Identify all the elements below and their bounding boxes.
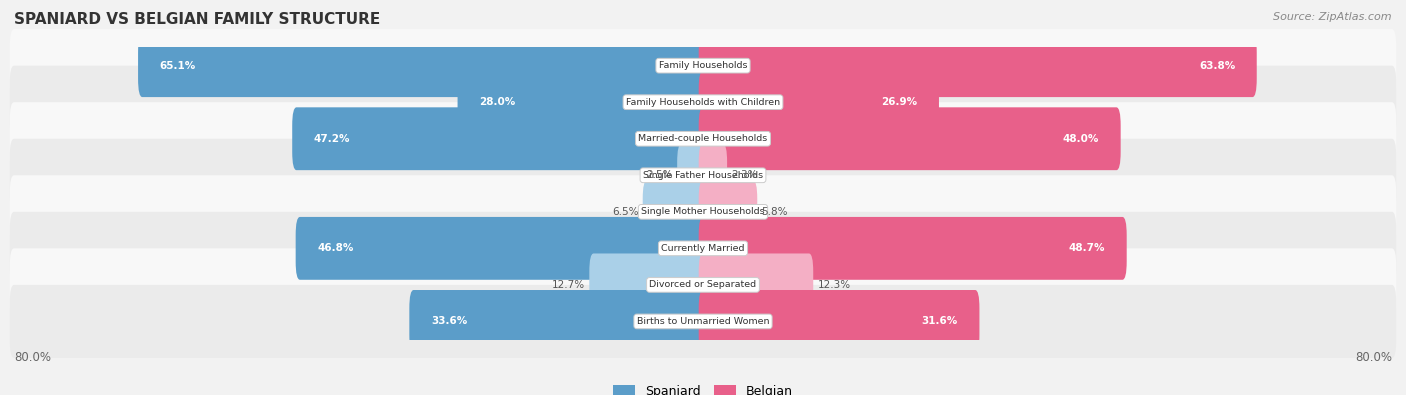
FancyBboxPatch shape: [699, 254, 813, 316]
FancyBboxPatch shape: [10, 66, 1396, 139]
Text: 65.1%: 65.1%: [160, 61, 195, 71]
Legend: Spaniard, Belgian: Spaniard, Belgian: [613, 384, 793, 395]
Text: Family Households: Family Households: [659, 61, 747, 70]
Text: 6.5%: 6.5%: [612, 207, 638, 217]
Text: Single Mother Households: Single Mother Households: [641, 207, 765, 216]
Text: 63.8%: 63.8%: [1199, 61, 1236, 71]
Text: 48.0%: 48.0%: [1063, 134, 1099, 144]
Text: 12.7%: 12.7%: [553, 280, 585, 290]
Text: Married-couple Households: Married-couple Households: [638, 134, 768, 143]
FancyBboxPatch shape: [699, 34, 1257, 97]
FancyBboxPatch shape: [699, 107, 1121, 170]
FancyBboxPatch shape: [699, 217, 1126, 280]
Text: Births to Unmarried Women: Births to Unmarried Women: [637, 317, 769, 326]
FancyBboxPatch shape: [699, 71, 939, 134]
FancyBboxPatch shape: [10, 285, 1396, 358]
FancyBboxPatch shape: [643, 181, 707, 243]
Text: Single Father Households: Single Father Households: [643, 171, 763, 180]
Text: 48.7%: 48.7%: [1069, 243, 1105, 253]
Text: Currently Married: Currently Married: [661, 244, 745, 253]
FancyBboxPatch shape: [10, 212, 1396, 285]
FancyBboxPatch shape: [678, 144, 707, 207]
Text: 31.6%: 31.6%: [922, 316, 957, 326]
FancyBboxPatch shape: [457, 71, 707, 134]
Text: Source: ZipAtlas.com: Source: ZipAtlas.com: [1274, 12, 1392, 22]
FancyBboxPatch shape: [292, 107, 707, 170]
Text: 46.8%: 46.8%: [318, 243, 353, 253]
FancyBboxPatch shape: [10, 248, 1396, 322]
Text: 80.0%: 80.0%: [14, 351, 51, 364]
Text: 47.2%: 47.2%: [314, 134, 350, 144]
Text: 12.3%: 12.3%: [817, 280, 851, 290]
Text: Divorced or Separated: Divorced or Separated: [650, 280, 756, 290]
FancyBboxPatch shape: [589, 254, 707, 316]
Text: Family Households with Children: Family Households with Children: [626, 98, 780, 107]
FancyBboxPatch shape: [10, 175, 1396, 248]
FancyBboxPatch shape: [699, 290, 980, 353]
Text: 2.5%: 2.5%: [647, 170, 673, 180]
Text: 80.0%: 80.0%: [1355, 351, 1392, 364]
FancyBboxPatch shape: [10, 102, 1396, 175]
FancyBboxPatch shape: [10, 29, 1396, 102]
FancyBboxPatch shape: [409, 290, 707, 353]
FancyBboxPatch shape: [699, 144, 727, 207]
Text: SPANIARD VS BELGIAN FAMILY STRUCTURE: SPANIARD VS BELGIAN FAMILY STRUCTURE: [14, 12, 380, 27]
FancyBboxPatch shape: [699, 181, 758, 243]
FancyBboxPatch shape: [10, 139, 1396, 212]
Text: 28.0%: 28.0%: [479, 97, 516, 107]
Text: 2.3%: 2.3%: [731, 170, 758, 180]
Text: 5.8%: 5.8%: [762, 207, 787, 217]
Text: 33.6%: 33.6%: [430, 316, 467, 326]
FancyBboxPatch shape: [138, 34, 707, 97]
Text: 26.9%: 26.9%: [882, 97, 918, 107]
FancyBboxPatch shape: [295, 217, 707, 280]
